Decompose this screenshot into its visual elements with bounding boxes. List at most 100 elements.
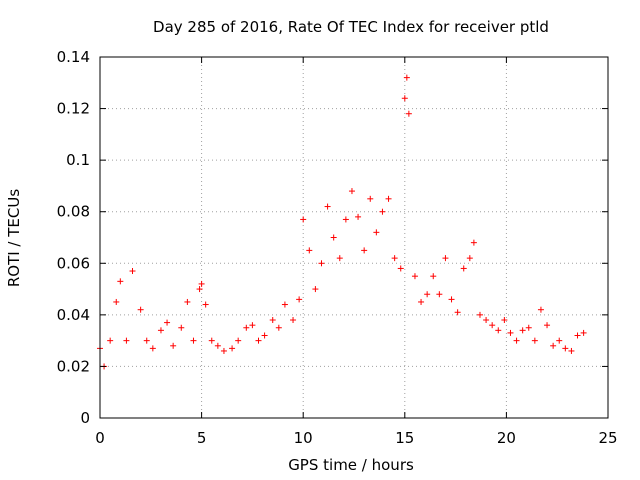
data-point — [196, 286, 203, 293]
x-tick-label: 20 — [497, 429, 516, 447]
data-point — [397, 265, 404, 272]
data-point — [373, 229, 380, 236]
data-point — [442, 255, 449, 262]
data-point — [430, 273, 437, 280]
data-point — [403, 74, 410, 81]
data-point — [489, 322, 496, 329]
data-point — [123, 337, 130, 344]
data-point — [208, 337, 215, 344]
data-point — [391, 255, 398, 262]
data-point — [476, 311, 483, 318]
data-point — [170, 342, 177, 349]
data-point — [342, 216, 349, 223]
data-point — [495, 327, 502, 334]
data-point — [448, 296, 455, 303]
data-point — [466, 255, 473, 262]
data-point — [129, 268, 136, 275]
data-point — [513, 337, 520, 344]
y-tick-label: 0 — [80, 409, 90, 427]
data-point — [157, 327, 164, 334]
x-tick-label: 25 — [598, 429, 617, 447]
grid-lines — [100, 57, 608, 418]
data-point — [418, 298, 425, 305]
data-point — [454, 309, 461, 316]
data-point — [562, 345, 569, 352]
data-point — [269, 317, 276, 324]
data-point — [401, 95, 408, 102]
data-point — [483, 317, 490, 324]
data-point — [290, 317, 297, 324]
data-point — [220, 347, 227, 354]
data-point — [544, 322, 551, 329]
plot-frame — [99, 56, 609, 419]
data-point — [355, 213, 362, 220]
data-point — [113, 298, 120, 305]
data-point — [255, 337, 262, 344]
data-point — [348, 188, 355, 195]
y-tick-label: 0.06 — [57, 254, 90, 272]
data-point — [324, 203, 331, 210]
data-point — [550, 342, 557, 349]
data-point — [385, 195, 392, 202]
tick-labels: 0 5 10 15 20 25 0 0.02 0.04 0.06 0.08 0.1 0.12 0.14 — [57, 48, 618, 447]
x-tick-label: 5 — [197, 429, 207, 447]
data-point — [312, 286, 319, 293]
data-point — [243, 324, 250, 331]
data-point — [336, 255, 343, 262]
data-point — [405, 110, 412, 117]
data-point — [379, 208, 386, 215]
data-point — [306, 247, 313, 254]
y-tick-label: 0.02 — [57, 357, 90, 375]
data-point — [580, 329, 587, 336]
y-tick-label: 0.12 — [57, 100, 90, 118]
data-point — [149, 345, 156, 352]
axis-ticks — [99, 56, 609, 419]
x-tick-label: 15 — [395, 429, 414, 447]
data-point — [190, 337, 197, 344]
data-point — [436, 291, 443, 298]
data-point — [275, 324, 282, 331]
data-point — [525, 324, 532, 331]
data-point — [367, 195, 374, 202]
x-tick-label: 0 — [95, 429, 105, 447]
data-point — [460, 265, 467, 272]
data-point — [107, 337, 114, 344]
x-axis-title: GPS time / hours — [288, 456, 414, 474]
data-point — [361, 247, 368, 254]
data-point — [198, 280, 205, 287]
data-point — [296, 296, 303, 303]
data-point — [137, 306, 144, 313]
data-point — [117, 278, 124, 285]
chart-title: Day 285 of 2016, Rate Of TEC Index for r… — [153, 18, 549, 36]
y-tick-label: 0.08 — [57, 203, 90, 221]
data-point — [202, 301, 209, 308]
y-axis-title: ROTI / TECUs — [5, 189, 23, 287]
data-point — [470, 239, 477, 246]
data-point — [507, 329, 514, 336]
data-point — [235, 337, 242, 344]
data-point — [330, 234, 337, 241]
data-point — [184, 298, 191, 305]
data-point — [229, 345, 236, 352]
data-point — [281, 301, 288, 308]
y-tick-label: 0.04 — [57, 306, 90, 324]
data-point — [424, 291, 431, 298]
data-point — [537, 306, 544, 313]
data-point — [556, 337, 563, 344]
data-point — [318, 260, 325, 267]
y-tick-label: 0.14 — [57, 48, 90, 66]
y-tick-label: 0.1 — [66, 151, 90, 169]
data-point — [214, 342, 221, 349]
data-point — [249, 322, 256, 329]
data-point — [501, 317, 508, 324]
data-point — [574, 332, 581, 339]
data-point — [164, 319, 171, 326]
data-point — [300, 216, 307, 223]
data-point — [261, 332, 268, 339]
data-point — [411, 273, 418, 280]
data-point — [143, 337, 150, 344]
data-point — [531, 337, 538, 344]
data-point — [178, 324, 185, 331]
data-points — [97, 74, 587, 370]
